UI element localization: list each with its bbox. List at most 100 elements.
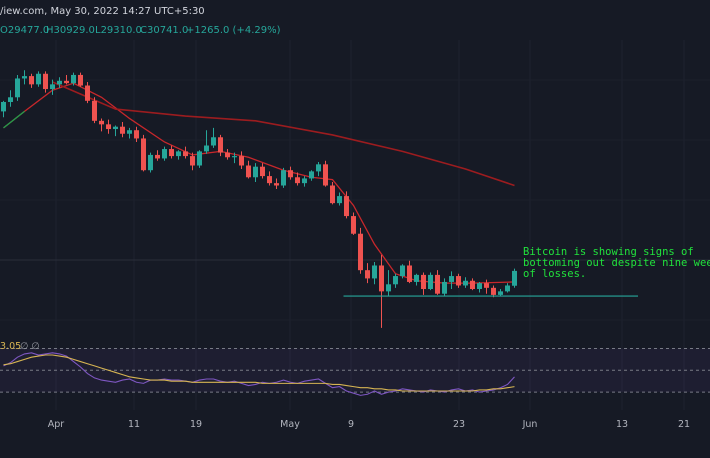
ohlc-readout: O29477.0 H30929.0 L29310.0 C30741.0 +126…	[0, 25, 281, 36]
candle-body	[421, 274, 426, 290]
rsi-extra: ∅ ∅	[20, 341, 40, 352]
candle-body	[85, 85, 90, 101]
x-tick-label: 11	[128, 419, 140, 430]
candle-body	[134, 130, 139, 139]
candle-body	[260, 166, 265, 177]
annotation: Bitcoin is showing signs of bottoming ou…	[523, 246, 710, 280]
candle-body	[379, 265, 384, 292]
candle-body	[330, 185, 335, 204]
candle-body	[414, 274, 419, 282]
candle-body	[435, 274, 440, 294]
rsi-value: 3.05	[0, 341, 21, 352]
candle-body	[57, 80, 62, 85]
x-tick-label: 21	[678, 419, 690, 430]
candle-body	[190, 156, 195, 166]
ohlc-high: H30929.0	[46, 25, 95, 36]
candle-body	[225, 152, 230, 158]
annotation-line-1: Bitcoin is showing signs of	[523, 246, 694, 258]
x-tick-label: May	[280, 419, 300, 430]
candle-body	[218, 137, 223, 153]
candle-body	[106, 124, 111, 130]
candle-body	[358, 233, 363, 271]
x-tick-label: Apr	[48, 419, 65, 430]
candle-body	[274, 183, 279, 186]
candle-body	[239, 156, 244, 166]
x-tick-label: Jun	[522, 419, 538, 430]
ohlc-open: O29477.0	[0, 25, 49, 36]
annotation-line-2: bottoming out despite nine weeks	[523, 257, 710, 269]
candle-body	[442, 281, 447, 294]
candle-body	[316, 164, 321, 172]
ohlc-change: +1265.0 (+4.29%)	[186, 25, 281, 36]
candle-body	[463, 280, 468, 286]
candle-body	[22, 76, 27, 79]
candle-body	[407, 265, 412, 282]
candle-body	[491, 287, 496, 295]
candle-body	[204, 145, 209, 152]
x-tick-label: 23	[453, 419, 465, 430]
candlestick-series	[1, 70, 517, 328]
candle-body	[246, 165, 251, 178]
candle-body	[127, 130, 132, 134]
x-axis: Apr 11 19 May 9 23 Jun 13 21	[48, 419, 690, 430]
candle-body	[477, 283, 482, 290]
candle-body	[372, 265, 377, 279]
candle-body	[43, 73, 48, 90]
x-tick-label: 9	[348, 419, 354, 430]
candle-body	[232, 156, 237, 158]
candle-body	[169, 149, 174, 157]
x-tick-label: 19	[190, 419, 202, 430]
candle-body	[470, 280, 475, 290]
candle-body	[71, 74, 76, 84]
candle-body	[155, 154, 160, 159]
candle-body	[253, 166, 258, 178]
annotation-line-3: of losses.	[523, 268, 586, 280]
candle-body	[386, 284, 391, 292]
candle-body	[351, 216, 356, 234]
candle-body	[365, 270, 370, 279]
moving-average-long	[52, 81, 515, 187]
candle-body	[197, 151, 202, 166]
candle-body	[176, 151, 181, 157]
candle-body	[505, 285, 510, 292]
candle-body	[15, 78, 20, 98]
candle-body	[29, 76, 34, 85]
candle-body	[309, 171, 314, 179]
candle-body	[78, 74, 83, 86]
candle-body	[281, 170, 286, 186]
candle-body	[64, 80, 69, 84]
candle-body	[162, 149, 167, 159]
rsi-panel	[0, 347, 710, 396]
candle-body	[50, 84, 55, 90]
candle-body	[400, 265, 405, 277]
candle-body	[92, 100, 97, 121]
rsi-moving-average	[3, 354, 515, 392]
candle-body	[449, 276, 454, 282]
rsi-readout: 3.05 ∅ ∅	[0, 341, 40, 352]
candle-body	[484, 283, 489, 288]
candle-body	[120, 126, 125, 134]
chart-source-datetime: /iew.com, May 30, 2022 14:27 UTC+5:30	[0, 6, 205, 17]
ohlc-low: L29310.0	[95, 25, 142, 36]
candle-body	[183, 151, 188, 157]
candle-body	[337, 196, 342, 204]
candle-body	[141, 138, 146, 171]
candle-body	[323, 164, 328, 186]
candle-body	[148, 154, 153, 171]
candle-body	[1, 101, 6, 112]
x-tick-label: 13	[616, 419, 628, 430]
candle-body	[344, 196, 349, 217]
candle-body	[302, 178, 307, 184]
candle-body	[498, 291, 503, 295]
candle-body	[428, 274, 433, 290]
moving-average-short-rising	[3, 110, 25, 129]
candle-body	[288, 170, 293, 178]
candle-body	[99, 120, 104, 125]
candle-body	[267, 176, 272, 184]
candle-body	[36, 73, 41, 85]
candle-body	[211, 137, 216, 146]
ohlc-close: C30741.0	[140, 25, 188, 36]
candle-body	[113, 126, 118, 130]
candle-body	[393, 276, 398, 285]
